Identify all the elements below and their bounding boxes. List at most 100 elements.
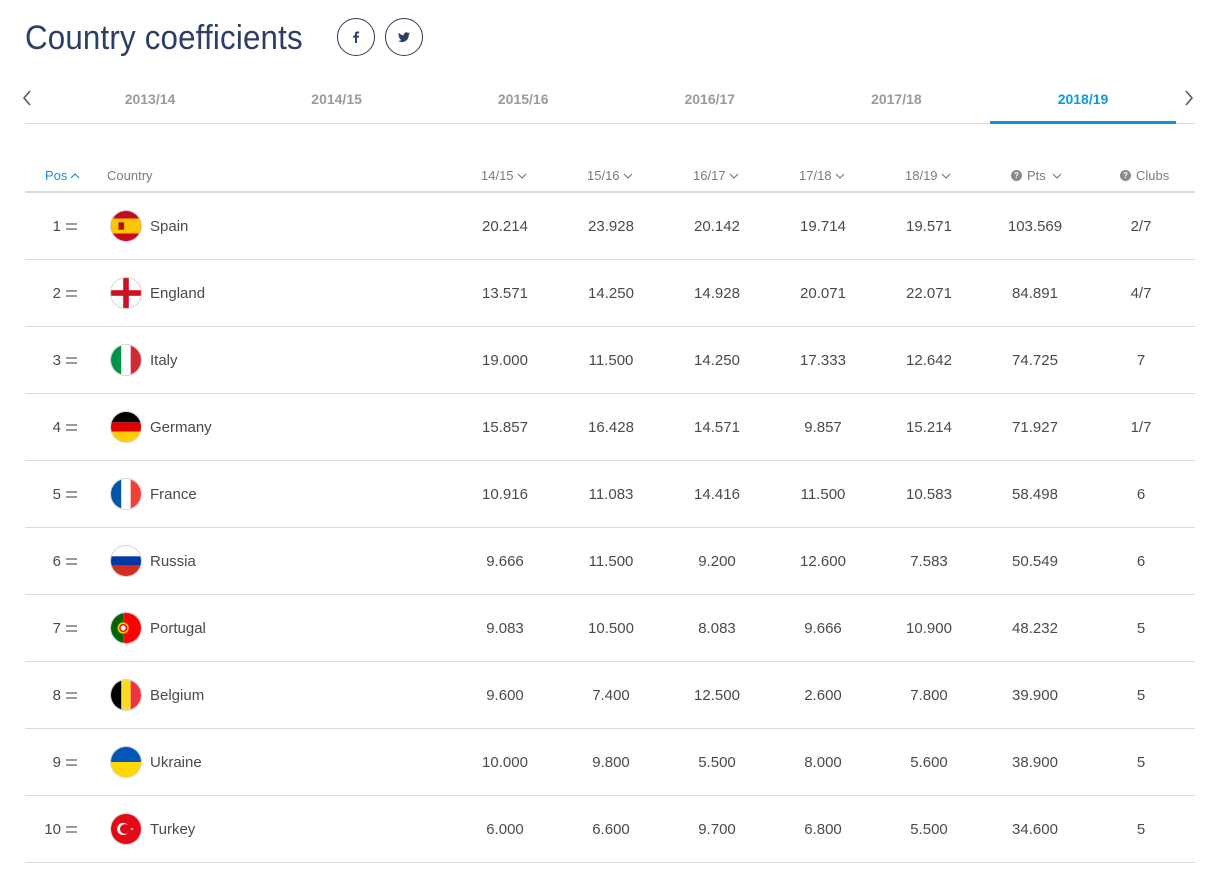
clubs-cell: 2/7 bbox=[1130, 217, 1152, 235]
pts-cell: 74.725 bbox=[1012, 351, 1058, 369]
russia-flag-icon bbox=[110, 545, 142, 577]
clubs-cell: 4/7 bbox=[1130, 284, 1152, 302]
position-unchanged-icon bbox=[66, 461, 77, 527]
season-tab-2014-15[interactable]: 2014/15 bbox=[311, 91, 362, 107]
clubs-header: ? Clubs bbox=[1120, 168, 1169, 183]
country-cell[interactable]: Turkey bbox=[110, 796, 195, 862]
country-cell[interactable]: Spain bbox=[110, 193, 188, 259]
clubs-cell: 6 bbox=[1136, 485, 1146, 503]
position-unchanged-icon bbox=[66, 327, 77, 393]
y5-cell: 10.900 bbox=[906, 619, 952, 637]
facebook-share-button[interactable] bbox=[337, 18, 375, 56]
chevron-down-icon bbox=[729, 173, 738, 179]
england-flag-icon bbox=[110, 277, 142, 309]
y5-cell: 5.600 bbox=[910, 753, 948, 771]
table-row[interactable]: 8 Belgium 9.600 7.400 12.500 2.600 7.800 39.900… bbox=[25, 662, 1195, 729]
position-value: 7 bbox=[52, 619, 61, 637]
ukraine-flag-icon bbox=[110, 746, 142, 778]
y1-cell: 13.571 bbox=[482, 284, 528, 302]
y4-cell: 19.714 bbox=[800, 217, 846, 235]
y3-cell: 20.142 bbox=[694, 217, 740, 235]
sort-by-1415-header[interactable]: 14/15 bbox=[481, 168, 527, 183]
chevron-down-icon bbox=[835, 173, 844, 179]
question-icon[interactable]: ? bbox=[1120, 170, 1131, 181]
table-row[interactable]: 10 Turkey 6.000 6.600 9.700 6.800 5.500 34.600 5 bbox=[25, 796, 1195, 863]
y4-cell: 17.333 bbox=[800, 351, 846, 369]
country-cell[interactable]: Ukraine bbox=[110, 729, 202, 795]
chevron-down-icon bbox=[1052, 173, 1062, 179]
table-row[interactable]: 7 Portugal 9.083 10.500 8.083 9.666 10.900 48.2… bbox=[25, 595, 1195, 662]
clubs-cell: 6 bbox=[1136, 552, 1146, 570]
y3-cell: 9.200 bbox=[698, 552, 736, 570]
country-cell[interactable]: France bbox=[110, 461, 197, 527]
season-tab-2018-19[interactable]: 2018/19 bbox=[990, 74, 1176, 124]
portugal-flag-icon bbox=[110, 612, 142, 644]
season-tab-2016-17[interactable]: 2016/17 bbox=[684, 91, 736, 107]
y1-header-label: 14/15 bbox=[481, 168, 514, 183]
position-cell: 9 bbox=[25, 729, 61, 795]
chevron-down-icon bbox=[517, 173, 526, 179]
country-cell[interactable]: England bbox=[110, 260, 205, 326]
table-row[interactable]: 4 Germany 15.857 16.428 14.571 9.857 15.214 71.… bbox=[25, 394, 1195, 461]
sort-by-1617-header[interactable]: 16/17 bbox=[693, 168, 739, 183]
season-tab-2017-18[interactable]: 2017/18 bbox=[871, 91, 922, 107]
country-cell[interactable]: Portugal bbox=[110, 595, 206, 661]
question-icon[interactable]: ? bbox=[1011, 170, 1022, 181]
y5-cell: 10.583 bbox=[906, 485, 952, 503]
france-flag-icon bbox=[110, 478, 142, 510]
y2-cell: 23.928 bbox=[588, 217, 634, 235]
pts-cell: 34.600 bbox=[1012, 820, 1058, 838]
sort-by-pts-header[interactable]: ? Pts bbox=[1011, 168, 1062, 183]
pts-cell: 48.232 bbox=[1012, 619, 1058, 637]
sort-by-1516-header[interactable]: 15/16 bbox=[587, 168, 633, 183]
country-name: Belgium bbox=[150, 686, 205, 704]
position-value: 10 bbox=[44, 820, 61, 838]
clubs-cell: 5 bbox=[1136, 820, 1146, 838]
y4-cell: 12.600 bbox=[800, 552, 846, 570]
position-value: 9 bbox=[52, 753, 61, 771]
chevron-up-icon bbox=[70, 172, 80, 178]
y2-cell: 11.500 bbox=[588, 552, 634, 570]
position-value: 4 bbox=[52, 418, 61, 436]
position-cell: 1 bbox=[25, 193, 61, 259]
country-cell[interactable]: Belgium bbox=[110, 662, 204, 728]
country-name: France bbox=[150, 485, 197, 503]
y3-cell: 14.571 bbox=[694, 418, 740, 436]
season-tab-2013-14[interactable]: 2013/14 bbox=[124, 91, 176, 107]
position-unchanged-icon bbox=[66, 193, 77, 259]
turkey-flag-icon bbox=[110, 813, 142, 845]
country-cell[interactable]: Russia bbox=[110, 528, 196, 594]
previous-season-arrow-icon[interactable] bbox=[19, 88, 35, 108]
position-unchanged-icon bbox=[66, 729, 77, 795]
y3-cell: 9.700 bbox=[698, 820, 736, 838]
next-season-arrow-icon[interactable] bbox=[1181, 88, 1197, 108]
y2-cell: 7.400 bbox=[592, 686, 630, 704]
season-tab-2015-16[interactable]: 2015/16 bbox=[497, 91, 549, 107]
sort-by-pos-header[interactable]: Pos bbox=[45, 168, 80, 183]
position-cell: 5 bbox=[25, 461, 61, 527]
y1-cell: 15.857 bbox=[482, 418, 528, 436]
table-row[interactable]: 2 England 13.571 14.250 14.928 20.071 22.071 84… bbox=[25, 260, 1195, 327]
sort-by-1718-header[interactable]: 17/18 bbox=[799, 168, 845, 183]
belgium-flag-icon bbox=[110, 679, 142, 711]
table-row[interactable]: 1 Spain 20.214 23.928 20.142 19.714 19.571 103.… bbox=[25, 193, 1195, 260]
table-row[interactable]: 9 Ukraine 10.000 9.800 5.500 8.000 5.600 38.900… bbox=[25, 729, 1195, 796]
table-row[interactable]: 3 Italy 19.000 11.500 14.250 17.333 12.642 74.7… bbox=[25, 327, 1195, 394]
table-row[interactable]: 6 Russia 9.666 11.500 9.200 12.600 7.583 50.549… bbox=[25, 528, 1195, 595]
y2-cell: 16.428 bbox=[588, 418, 634, 436]
y1-cell: 10.000 bbox=[482, 753, 528, 771]
twitter-share-button[interactable] bbox=[385, 18, 423, 56]
position-cell: 2 bbox=[25, 260, 61, 326]
position-cell: 3 bbox=[25, 327, 61, 393]
table-row[interactable]: 5 France 10.916 11.083 14.416 11.500 10.583 58.… bbox=[25, 461, 1195, 528]
sort-by-1819-header[interactable]: 18/19 bbox=[905, 168, 951, 183]
country-name: England bbox=[150, 284, 206, 302]
y1-cell: 10.916 bbox=[482, 485, 528, 503]
country-cell[interactable]: Italy bbox=[110, 327, 178, 393]
spain-flag-icon bbox=[110, 210, 142, 242]
country-cell[interactable]: Germany bbox=[110, 394, 212, 460]
y2-cell: 14.250 bbox=[588, 284, 634, 302]
position-cell: 8 bbox=[25, 662, 61, 728]
y4-cell: 2.600 bbox=[804, 686, 842, 704]
pts-cell: 71.927 bbox=[1012, 418, 1058, 436]
